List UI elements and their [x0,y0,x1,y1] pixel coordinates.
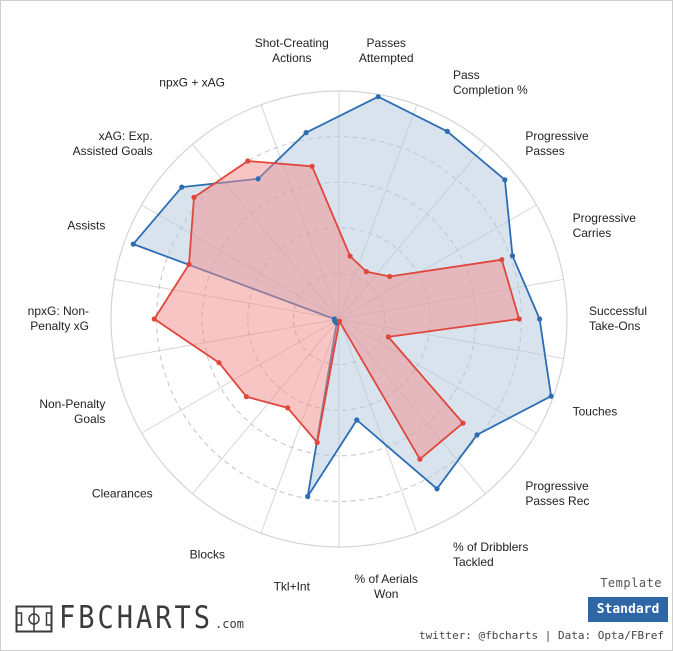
series-1-point [245,158,251,164]
series-1-point [151,316,157,322]
axis-label: Clearances [91,486,153,501]
series-0-point [305,493,311,499]
axis-label: Touches [572,404,618,419]
series-1-point [347,253,353,259]
series-1-point [285,405,291,411]
axis-label: Blocks [189,547,225,562]
series-0-point [509,253,516,259]
series-1-point [363,269,369,275]
axis-label: Progressive Carries [572,210,636,240]
axis-label: Progressive Passes [525,129,589,159]
series-1-point [186,261,192,267]
logo-text: FBCHARTS [59,600,214,637]
axis-label: % of Dribblers Tackled [453,539,529,569]
axis-label: % of Aerials Won [354,571,418,601]
series-0-point [434,486,440,492]
series-0-point [354,417,360,423]
series-0-point [474,432,480,438]
series-0-point [375,94,381,100]
series-1-point [191,194,197,200]
series-1-point [385,334,391,340]
series-1-point [243,394,249,400]
series-1-point [309,163,315,169]
axis-label: Tkl+Int [273,579,310,594]
series-0-point [255,176,261,182]
series-1-point [336,318,342,324]
fbcharts-logo: FBCHARTS .com [15,600,244,637]
series-1-point [216,360,222,366]
series-1-point [417,456,423,462]
series-0-point [548,393,554,399]
series-1-point [516,316,522,322]
axis-label: Successful Take-Ons [589,304,648,333]
series-1-point [460,420,466,426]
axis-label: Non-Penalty Goals [39,397,106,427]
series-0-point [331,316,337,322]
series-1-point [387,273,393,280]
series-1-point [499,257,505,263]
axis-label: npxG + xAG [159,75,225,90]
series-0-point [444,128,450,134]
axis-label: Assists [67,218,106,233]
axis-label: npxG: Non- Penalty xG [27,304,89,333]
series-0-point [179,184,185,190]
series-0-point [537,316,543,322]
logo-suffix: .com [215,617,244,631]
axis-label: Progressive Passes Rec [525,478,590,508]
series-0-point [303,130,309,136]
template-label: Template [600,576,662,590]
series-0-point [130,241,136,247]
pitch-icon [15,605,53,633]
axis-label: xAG: Exp. Assisted Goals [72,129,153,159]
axis-label: Passes Attempted [358,36,414,66]
series-1-point [314,439,320,446]
template-badge[interactable]: Standard [588,597,668,622]
series-0-point [502,177,508,183]
axis-label: Shot-Creating Actions [254,36,329,66]
axis-label: Pass Completion % [453,68,528,98]
credits-text: twitter: @fbcharts | Data: Opta/FBref [418,629,664,642]
